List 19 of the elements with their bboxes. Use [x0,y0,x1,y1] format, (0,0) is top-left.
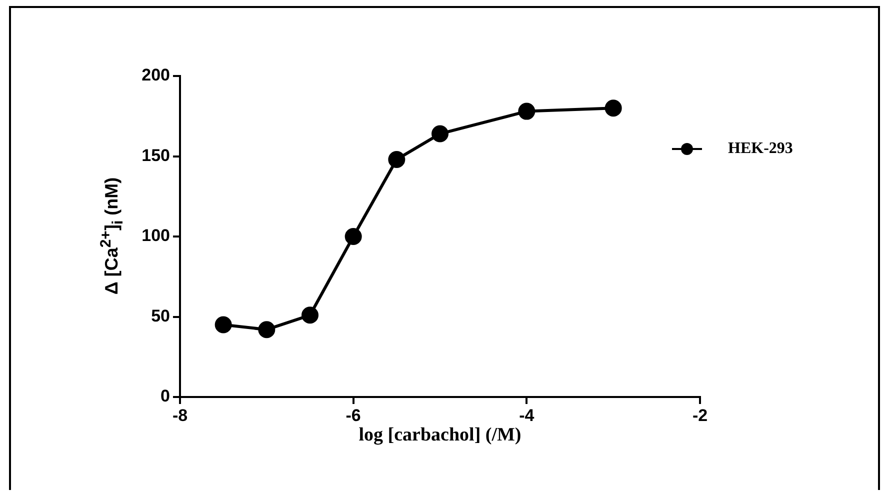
point [432,125,448,142]
y-tick-label: 100 [142,226,170,246]
x-axis-title: log [carbachol] (/M) [358,424,522,446]
legend-label: HEK-293 [728,140,793,158]
point [302,306,318,324]
x-tick-label: -4 [519,406,535,425]
y-tick-label: 150 [142,146,170,165]
y-tick-label: 200 [142,66,170,85]
point [344,228,362,245]
x-tick-label: -6 [346,406,361,425]
point [258,321,276,338]
y-tick-label: 50 [151,306,170,326]
point [604,100,622,117]
x-tick-label: -8 [172,406,188,425]
y-tick-label: 0 [160,386,170,406]
point [518,102,536,120]
point [388,150,406,168]
point [214,316,232,334]
x-tick-label: -2 [692,406,708,425]
